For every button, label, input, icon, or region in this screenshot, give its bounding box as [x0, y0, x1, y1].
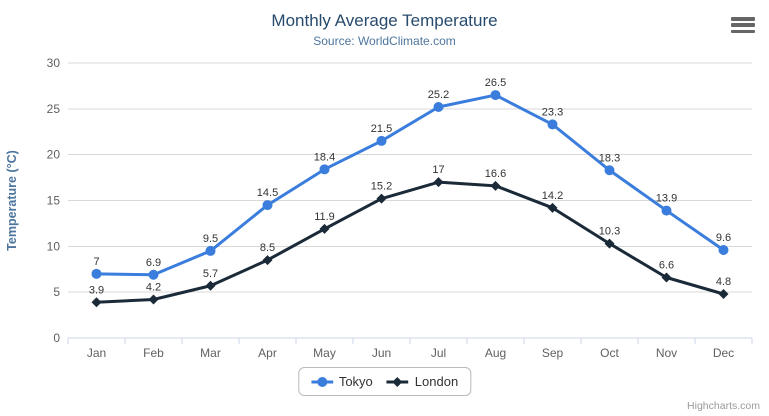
data-label: 25.2 — [428, 89, 449, 101]
y-tick-label: 0 — [53, 331, 60, 345]
series-line-london — [95, 180, 725, 304]
marker-tokyo[interactable] — [490, 90, 501, 101]
hamburger-bar — [731, 29, 755, 33]
legend: Tokyo London — [297, 367, 472, 396]
marker-london[interactable] — [718, 289, 729, 299]
data-label: 6.6 — [659, 260, 674, 272]
series-line-tokyo — [95, 93, 725, 277]
data-label: 9.5 — [203, 233, 218, 245]
marker-london[interactable] — [91, 297, 102, 308]
y-axis-title: Temperature (°C) — [5, 150, 19, 251]
marker-london[interactable] — [319, 223, 330, 234]
data-label: 23.3 — [542, 106, 563, 118]
marker-tokyo[interactable] — [205, 245, 216, 256]
data-label: 3.9 — [89, 284, 104, 296]
data-label: 15.2 — [371, 181, 392, 193]
data-label: 18.4 — [314, 151, 335, 163]
data-label: 4.8 — [716, 276, 731, 288]
y-tick-label: 15 — [47, 194, 61, 208]
marker-london[interactable] — [148, 294, 159, 305]
x-tick-label: Oct — [600, 346, 619, 360]
data-label: 5.7 — [203, 268, 218, 280]
data-label: 7 — [93, 256, 99, 268]
x-tick-label: Jul — [431, 346, 446, 360]
y-tick-label: 30 — [47, 56, 61, 70]
marker-london[interactable] — [205, 280, 216, 291]
marker-tokyo[interactable] — [319, 164, 330, 175]
marker-tokyo[interactable] — [547, 119, 558, 130]
data-label: 26.5 — [485, 77, 506, 89]
x-tick-label: Aug — [485, 346, 506, 360]
data-label: 14.2 — [542, 190, 563, 202]
diamond-legend-marker-icon — [386, 376, 409, 387]
y-tick-label: 10 — [47, 239, 61, 253]
marker-london[interactable] — [262, 255, 273, 266]
legend-label: London — [414, 374, 459, 389]
marker-tokyo[interactable] — [661, 205, 672, 216]
data-label: 14.5 — [257, 187, 278, 199]
marker-tokyo[interactable] — [718, 245, 729, 255]
y-tick-label: 5 — [53, 285, 60, 299]
marker-london[interactable] — [490, 180, 501, 191]
marker-tokyo[interactable] — [91, 268, 102, 279]
marker-tokyo[interactable] — [262, 200, 273, 211]
data-label: 21.5 — [371, 123, 392, 135]
circle-legend-marker-icon — [310, 376, 333, 387]
x-tick-label: Apr — [258, 346, 277, 360]
marker-tokyo[interactable] — [433, 102, 444, 112]
x-tick-label: Nov — [656, 346, 677, 360]
marker-tokyo[interactable] — [376, 135, 387, 146]
chart-subtitle: Source: WorldClimate.com — [313, 34, 456, 48]
y-tick-label: 25 — [47, 102, 61, 116]
x-tick-label: Mar — [200, 346, 221, 360]
data-label: 9.6 — [716, 232, 731, 244]
x-tick-label: Jan — [87, 346, 106, 360]
marker-tokyo[interactable] — [148, 269, 159, 280]
y-tick-label: 20 — [47, 148, 61, 162]
data-label: 18.3 — [599, 152, 620, 164]
data-label: 11.9 — [314, 211, 335, 223]
x-tick-label: Jun — [372, 346, 391, 360]
hamburger-icon[interactable] — [731, 17, 755, 33]
x-tick-label: Feb — [143, 346, 164, 360]
data-label: 10.3 — [599, 226, 620, 238]
marker-london[interactable] — [376, 193, 387, 204]
chart-title: Monthly Average Temperature — [271, 11, 498, 30]
marker-london[interactable] — [547, 202, 558, 213]
data-label: 8.5 — [260, 242, 275, 254]
legend-item-tokyo[interactable]: Tokyo — [310, 374, 373, 389]
marker-london[interactable] — [604, 238, 615, 249]
x-tick-label: Sep — [542, 346, 564, 360]
data-label: 16.6 — [485, 168, 506, 180]
marker-tokyo[interactable] — [604, 165, 615, 176]
marker-london[interactable] — [661, 272, 672, 283]
data-label: 17 — [432, 164, 444, 176]
x-tick-label: Dec — [713, 346, 734, 360]
legend-label: Tokyo — [338, 374, 373, 389]
legend-item-london[interactable]: London — [386, 374, 459, 389]
data-label: 6.9 — [146, 257, 161, 269]
marker-london[interactable] — [433, 177, 444, 188]
x-tick-label: May — [313, 346, 336, 360]
hamburger-bar — [731, 23, 755, 27]
data-label: 4.2 — [146, 282, 161, 294]
data-label: 13.9 — [656, 193, 677, 205]
hamburger-bar — [731, 17, 755, 21]
highcharts-credit[interactable]: Highcharts.com — [687, 400, 760, 412]
